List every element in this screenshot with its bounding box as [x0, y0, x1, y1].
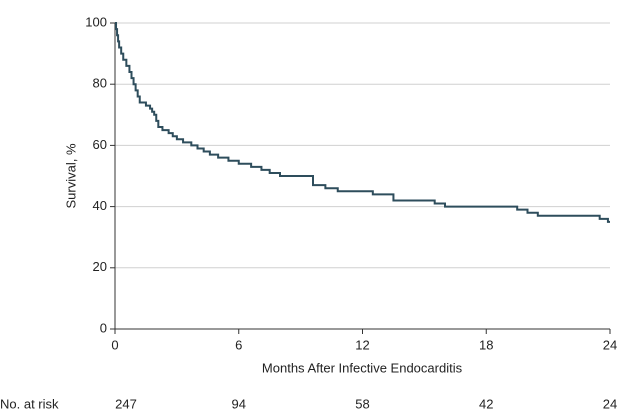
survival-curve: [115, 22, 610, 223]
x-tick-label: 18: [479, 337, 493, 352]
y-tick-label: 80: [93, 76, 107, 91]
x-tick-label: 24: [603, 337, 617, 352]
x-tick-label: 0: [111, 337, 118, 352]
x-axis-label: Months After Infective Endocarditis: [262, 360, 463, 375]
risk-count: 24: [603, 396, 617, 411]
x-tick-label: 12: [355, 337, 369, 352]
risk-count: 42: [479, 396, 493, 411]
y-axis-label: Survival, %: [63, 143, 78, 208]
risk-count: 94: [232, 396, 246, 411]
y-tick-label: 40: [93, 198, 107, 213]
y-tick-label: 60: [93, 137, 107, 152]
x-tick-label: 6: [235, 337, 242, 352]
y-tick-label: 20: [93, 259, 107, 274]
y-tick-label: 0: [100, 320, 107, 335]
risk-table-label: No. at risk: [0, 396, 59, 411]
y-tick-label: 100: [85, 14, 107, 29]
risk-count: 58: [355, 396, 369, 411]
risk-count: 247: [115, 396, 137, 411]
